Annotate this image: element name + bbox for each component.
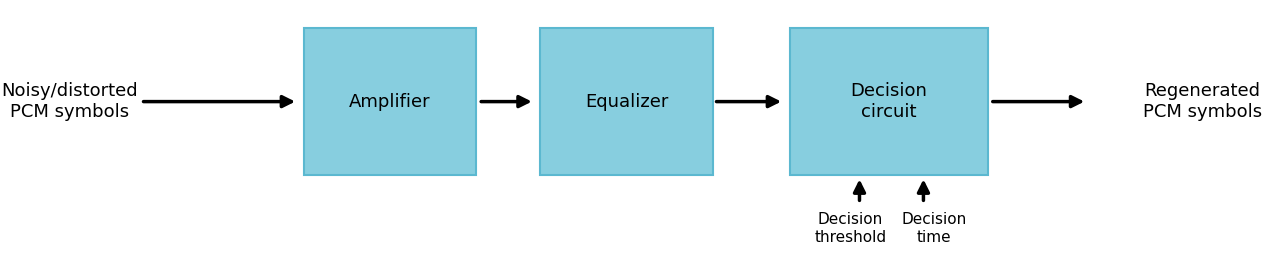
- Bar: [540, 28, 714, 175]
- Bar: [789, 28, 987, 175]
- Text: Regenerated
PCM symbols: Regenerated PCM symbols: [1142, 82, 1262, 121]
- Text: Equalizer: Equalizer: [585, 93, 669, 110]
- Text: Decision
time: Decision time: [900, 212, 967, 245]
- Text: Decision
circuit: Decision circuit: [851, 82, 927, 121]
- Bar: [304, 28, 476, 175]
- Text: Decision
threshold: Decision threshold: [815, 212, 886, 245]
- Text: Amplifier: Amplifier: [349, 93, 431, 110]
- Text: Noisy/distorted
PCM symbols: Noisy/distorted PCM symbols: [1, 82, 137, 121]
